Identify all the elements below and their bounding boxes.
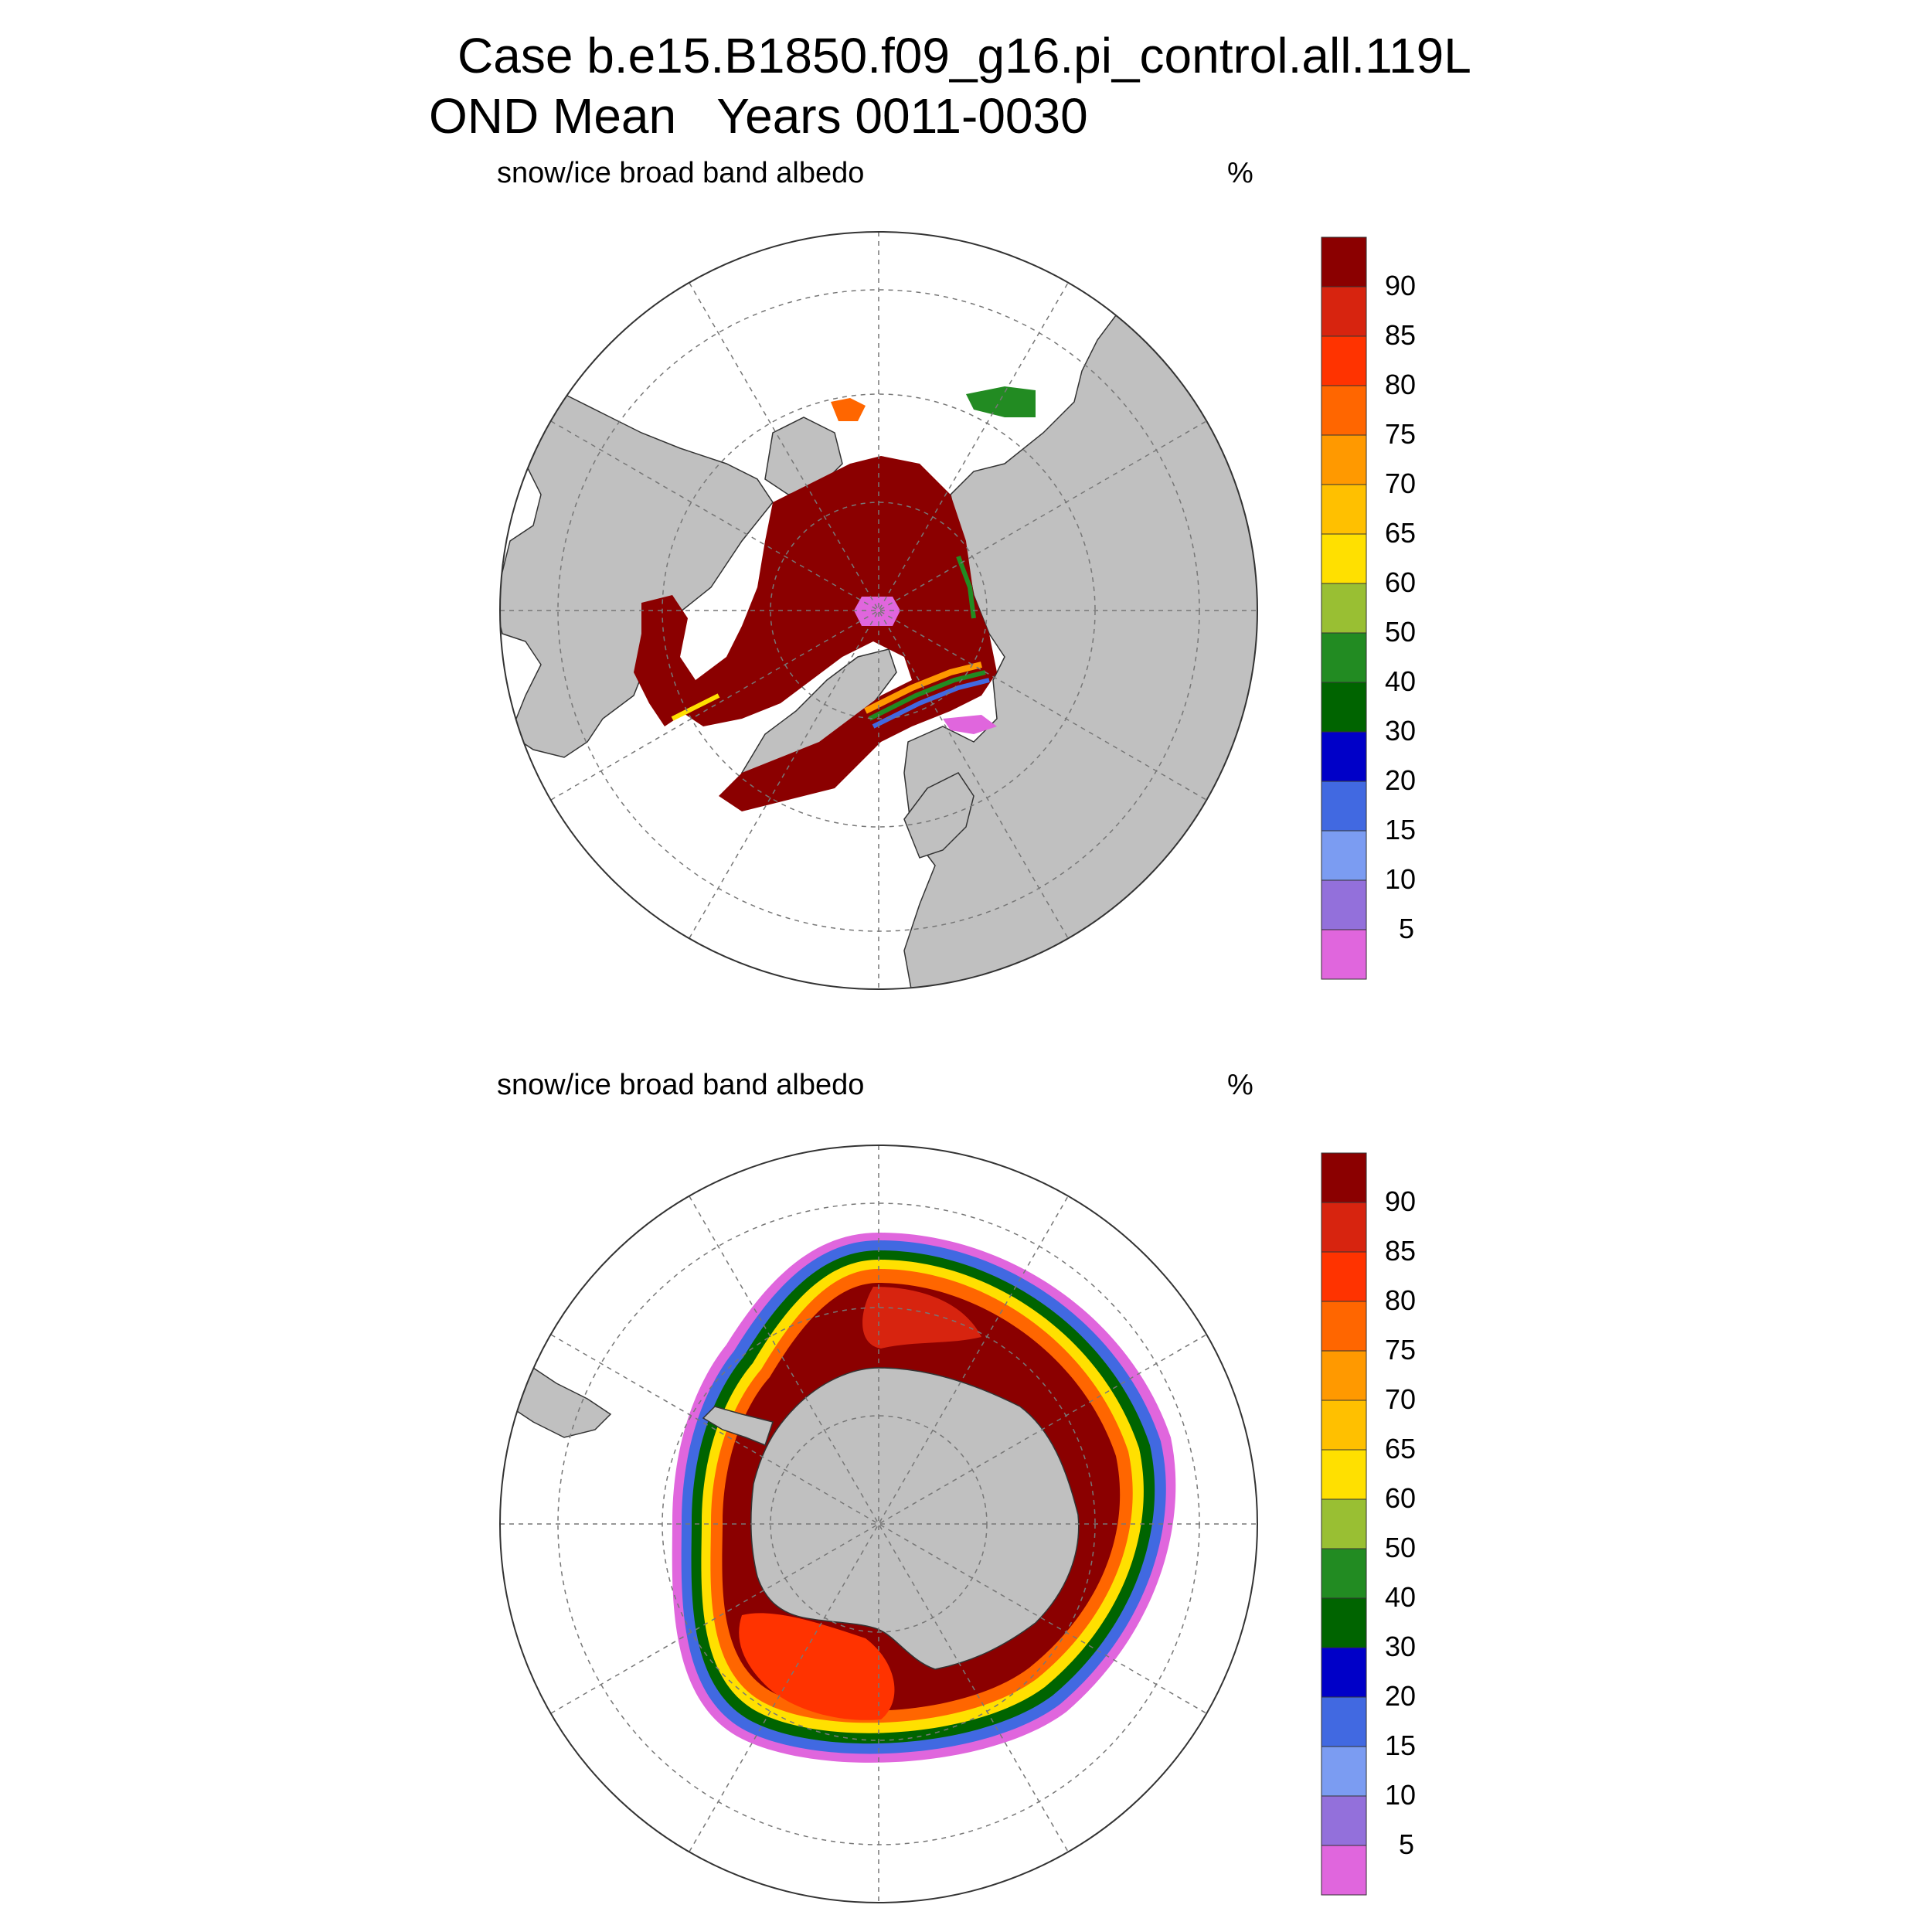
colorbar-south-swatch xyxy=(1321,1845,1367,1896)
north-seaice-hudson xyxy=(634,595,696,726)
colorbar-north-tick-label: 30 xyxy=(1385,715,1417,747)
colorbar-south-tick-label: 15 xyxy=(1385,1730,1417,1761)
north-land-america xyxy=(500,393,774,758)
colorbar-north-swatch xyxy=(1321,583,1367,634)
colorbar-south-tick-label: 70 xyxy=(1385,1383,1417,1415)
colorbar-north-tick-label: 75 xyxy=(1385,418,1417,450)
colorbar-north-tick-label: 70 xyxy=(1385,468,1417,499)
colorbar-south-swatch xyxy=(1321,1350,1367,1401)
colorbar-south-tick-label: 20 xyxy=(1385,1680,1417,1712)
colorbar-north-swatch xyxy=(1321,286,1367,337)
south-ice-ross-80 xyxy=(739,1613,895,1720)
colorbar-north-swatch xyxy=(1321,484,1367,535)
colorbar-south-swatch xyxy=(1321,1746,1367,1797)
north-graticule xyxy=(500,232,1257,989)
colorbar-north-swatch xyxy=(1321,236,1367,287)
colorbar-north-tick-label: 15 xyxy=(1385,814,1417,845)
colorbar-north-swatch xyxy=(1321,781,1367,832)
colorbar-south-tick-label: 85 xyxy=(1385,1235,1417,1267)
north-land-scandinavia xyxy=(903,772,975,859)
colorbar-south-swatch xyxy=(1321,1152,1367,1203)
colorbar-south-swatch xyxy=(1321,1548,1367,1599)
colorbar-south-swatch xyxy=(1321,1597,1367,1648)
colorbar-north-tick-label: 90 xyxy=(1385,270,1417,301)
colorbar-north-swatch xyxy=(1321,385,1367,436)
panel-north-label: snow/ice broad band albedo xyxy=(497,157,865,189)
north-ice-edge-4 xyxy=(671,693,720,721)
north-map-border xyxy=(499,231,1258,990)
north-ice-bering xyxy=(831,398,866,421)
figure-title-line1: Case b.e15.B1850.f09_g16.pi_control.all.… xyxy=(457,28,1471,83)
colorbar-north-tick-label: 5 xyxy=(1399,913,1415,944)
colorbar-south-tick-label: 10 xyxy=(1385,1779,1417,1811)
figure-title-line2: OND Mean Years 0011-0030 xyxy=(429,88,1088,144)
north-seaice-pole-hole xyxy=(854,597,900,626)
panel-north-unit: % xyxy=(1227,157,1253,189)
south-ice-weddell-85 xyxy=(862,1287,981,1349)
north-polar-map xyxy=(499,231,1258,990)
south-polar-map xyxy=(499,1145,1258,1903)
colorbar-north-tick-label: 85 xyxy=(1385,319,1417,351)
colorbar-south-swatch xyxy=(1321,1647,1367,1698)
colorbar-south-tick-label: 40 xyxy=(1385,1581,1417,1613)
colorbar-south-swatch xyxy=(1321,1301,1367,1352)
colorbar-south-tick-label: 90 xyxy=(1385,1185,1417,1217)
colorbar-south-tick-label: 50 xyxy=(1385,1532,1417,1563)
colorbar-north-swatch xyxy=(1321,682,1367,733)
north-ice-edge-2 xyxy=(868,670,986,721)
south-graticule xyxy=(500,1145,1257,1903)
panel-south-label: snow/ice broad band albedo xyxy=(497,1069,865,1101)
colorbar-north xyxy=(1321,236,1367,980)
north-seaice-main xyxy=(680,456,997,811)
colorbar-south-swatch xyxy=(1321,1795,1367,1846)
colorbar-north-swatch xyxy=(1321,879,1367,930)
colorbar-north-tick-label: 60 xyxy=(1385,566,1417,598)
colorbar-north-tick-label: 65 xyxy=(1385,517,1417,549)
colorbar-north-tick-label: 20 xyxy=(1385,764,1417,796)
colorbar-south-swatch xyxy=(1321,1400,1367,1451)
colorbar-south xyxy=(1321,1152,1367,1896)
colorbar-south-swatch xyxy=(1321,1251,1367,1302)
colorbar-north-tick-label: 10 xyxy=(1385,863,1417,895)
north-ice-edge-5 xyxy=(956,555,976,619)
north-ice-okhotsk xyxy=(966,386,1036,417)
north-ice-edge-3 xyxy=(872,678,990,729)
colorbar-south-tick-label: 30 xyxy=(1385,1631,1417,1662)
colorbar-south-tick-label: 5 xyxy=(1399,1828,1415,1860)
colorbar-south-swatch xyxy=(1321,1696,1367,1747)
colorbar-south-tick-label: 75 xyxy=(1385,1334,1417,1366)
colorbar-south-tick-label: 65 xyxy=(1385,1433,1417,1464)
colorbar-north-swatch xyxy=(1321,533,1367,584)
colorbar-north-swatch xyxy=(1321,929,1367,980)
south-land-peninsula xyxy=(702,1406,774,1446)
colorbar-north-swatch xyxy=(1321,632,1367,683)
colorbar-north-swatch xyxy=(1321,434,1367,485)
colorbar-north-swatch xyxy=(1321,830,1367,881)
colorbar-south-swatch xyxy=(1321,1498,1367,1549)
colorbar-south-swatch xyxy=(1321,1202,1367,1253)
colorbar-north-swatch xyxy=(1321,335,1367,386)
colorbar-north-tick-label: 50 xyxy=(1385,616,1417,648)
north-ice-edge-1 xyxy=(864,662,982,714)
colorbar-south-tick-label: 80 xyxy=(1385,1284,1417,1316)
colorbar-north-tick-label: 40 xyxy=(1385,665,1417,697)
south-map-border xyxy=(499,1145,1258,1903)
north-ice-baltic xyxy=(943,715,997,734)
south-land-antarctica xyxy=(750,1367,1080,1670)
panel-south-unit: % xyxy=(1227,1069,1253,1101)
colorbar-south-tick-label: 60 xyxy=(1385,1482,1417,1514)
colorbar-south-swatch xyxy=(1321,1449,1367,1500)
colorbar-north-tick-label: 80 xyxy=(1385,369,1417,400)
colorbar-north-swatch xyxy=(1321,731,1367,782)
